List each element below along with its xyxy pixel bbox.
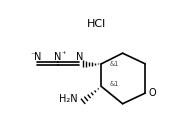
Text: HCl: HCl xyxy=(86,19,106,29)
Text: H₂N: H₂N xyxy=(59,94,77,104)
Text: &1: &1 xyxy=(109,61,118,67)
Text: &1: &1 xyxy=(109,81,118,87)
Text: ⁻: ⁻ xyxy=(31,50,35,59)
Text: O: O xyxy=(149,88,156,98)
Text: N: N xyxy=(54,52,61,62)
Text: N: N xyxy=(34,52,41,62)
Text: N: N xyxy=(76,52,84,62)
Text: ⁺: ⁺ xyxy=(61,50,66,59)
